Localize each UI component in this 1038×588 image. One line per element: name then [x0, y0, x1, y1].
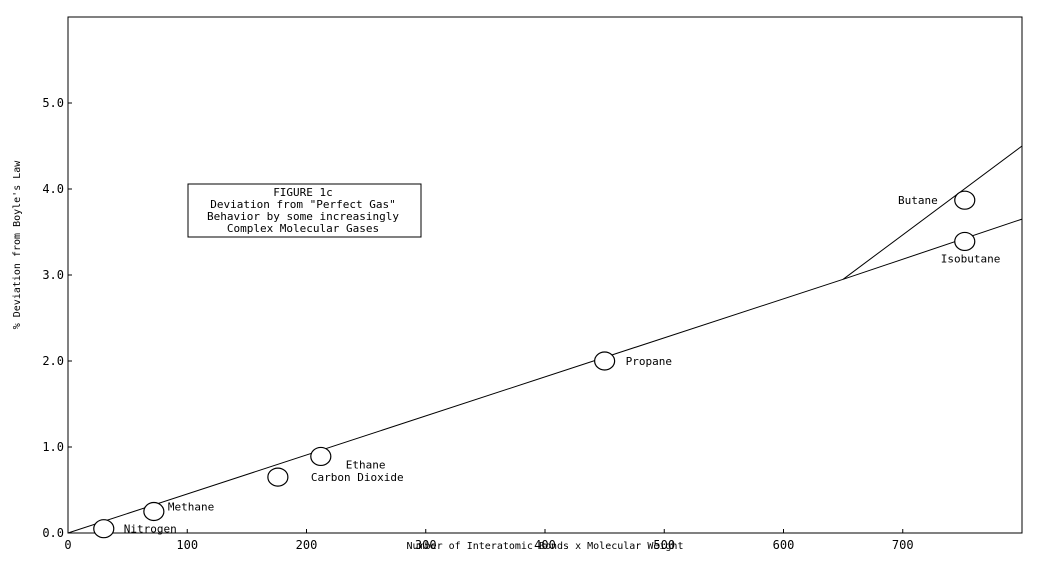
- point-label-butane: Butane: [898, 194, 938, 207]
- y-axis-title: % Deviation from Boyle's Law: [12, 160, 23, 330]
- x-tick-label: 200: [296, 538, 318, 552]
- data-point-nitrogen: [93, 519, 115, 539]
- plot-frame: [67, 16, 1023, 534]
- y-tick-label: 1.0: [42, 440, 64, 454]
- y-tick-label: 2.0: [42, 354, 64, 368]
- y-tick-label: 4.0: [42, 182, 64, 196]
- x-tick-label: 0: [64, 538, 71, 552]
- data-point-ethane: [310, 446, 332, 467]
- point-label-nitrogen: Nitrogen: [124, 523, 177, 536]
- y-tick-label: 5.0: [42, 96, 64, 110]
- annotation-line-3: Behavior by some increasingly: [207, 210, 399, 223]
- trend-line-0: [67, 278, 844, 534]
- ticks-layer: 0 100 200 300 400 500 600 700 0.0 1.0 2.0 3.0 4.0 5.0: [42, 96, 913, 552]
- point-label-ethane: Ethane: [346, 458, 386, 471]
- annotation-line-1: FIGURE 1c: [273, 186, 333, 199]
- data-point-carbon-dioxide: [267, 467, 289, 487]
- x-tick-label: 400: [534, 538, 556, 552]
- point-label-isobutane: Isobutane: [941, 252, 1001, 265]
- x-tick-label: 500: [653, 538, 675, 552]
- annotation-line-2: Deviation from "Perfect Gas": [210, 198, 395, 211]
- point-label-methane: Methane: [168, 501, 214, 514]
- y-tick-label: 3.0: [42, 268, 64, 282]
- data-point-propane: [594, 351, 616, 371]
- lines-layer: [67, 145, 1023, 534]
- annotation-frame: [187, 183, 422, 238]
- x-tick-label: 300: [415, 538, 437, 552]
- x-axis-title: Number of Interatomic Bonds x Molecular …: [407, 541, 684, 552]
- trend-line-1: [842, 218, 1023, 280]
- trend-line-2: [842, 145, 1023, 280]
- x-tick-label: 100: [176, 538, 198, 552]
- x-tick-label: 600: [773, 538, 795, 552]
- y-tick-label: 0.0: [42, 526, 64, 540]
- data-point-isobutane: [954, 231, 976, 252]
- point-label-propane: Propane: [626, 355, 672, 368]
- point-label-carbon-dioxide: Carbon Dioxide: [311, 471, 404, 484]
- x-tick-label: 700: [892, 538, 914, 552]
- data-point-butane: [954, 190, 976, 210]
- data-point-methane: [143, 501, 165, 522]
- figure-annotation-box: FIGURE 1c Deviation from "Perfect Gas" B…: [187, 183, 422, 238]
- annotation-line-4: Complex Molecular Gases: [227, 222, 379, 235]
